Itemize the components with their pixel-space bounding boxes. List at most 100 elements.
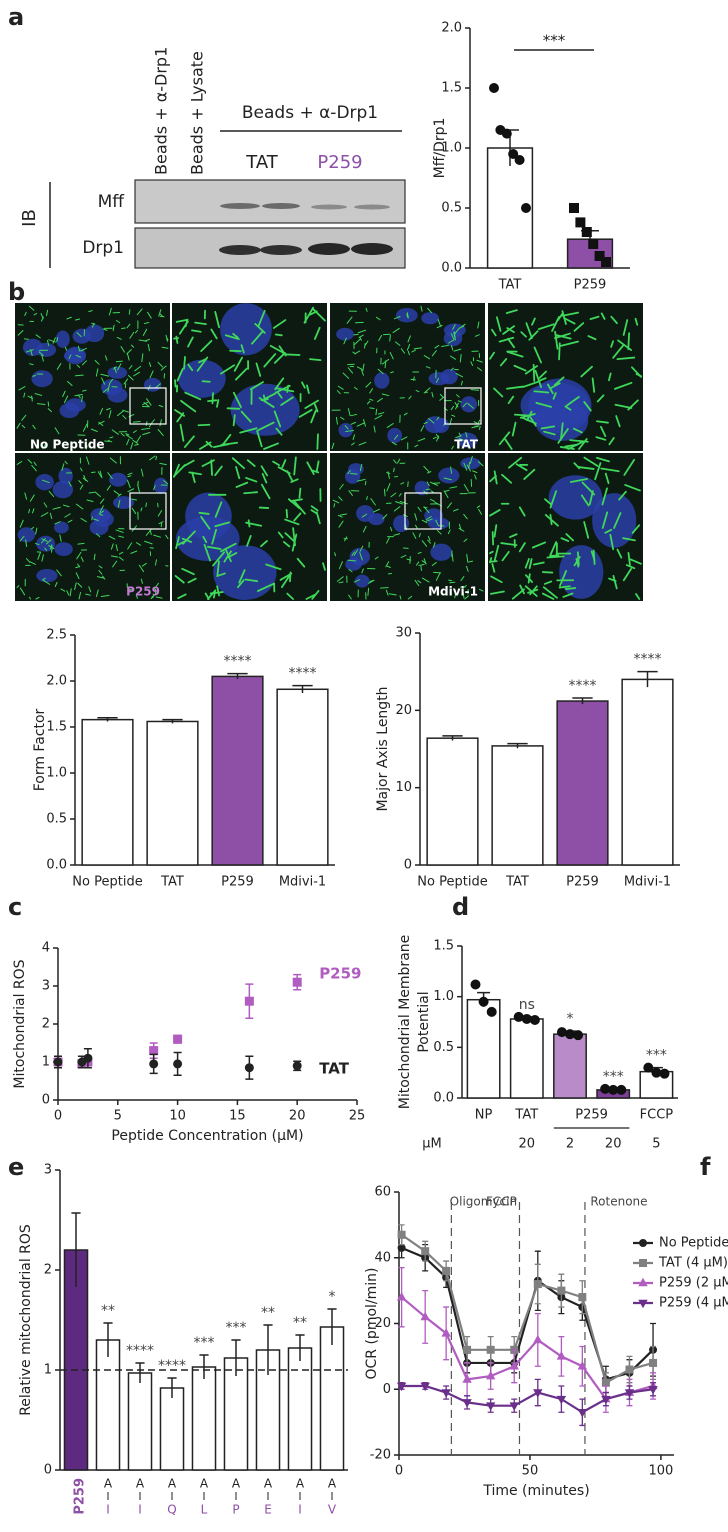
mitochondrion [24,311,27,316]
mitochondrion [338,561,343,570]
event-label: Oligomycin [450,1195,517,1209]
mitochondrion [80,517,87,523]
mitochondrion [508,456,523,469]
error-bar [327,1308,337,1345]
mitochondrion [376,397,383,403]
substitution: A [136,1477,145,1491]
marker [486,1006,497,1017]
mitochondrion [331,442,335,450]
mitochondrion [54,427,60,435]
mitochondrion [126,438,130,446]
bar [146,720,199,866]
mitochondrion [466,464,471,472]
mitochondrion [305,594,316,600]
mitochondrion [220,364,236,375]
marker [565,1029,575,1040]
mitochondrion [113,490,120,496]
mitochondrion [214,521,231,528]
mitochondrion [559,340,579,347]
mitochondrion [518,542,526,553]
mitochondrion [583,521,590,539]
mitochondrion [121,327,126,330]
mitochondrion [110,555,119,558]
x-tick-label: TAT [505,875,529,890]
mitochondrion [126,353,130,361]
marker [244,996,254,1006]
mitochondrion [361,568,364,574]
dose-label: 20 [605,1137,622,1152]
marker [486,1345,495,1354]
y-tick-label: 0 [42,1093,50,1108]
mitochondrion [463,513,468,520]
mitochondrion [86,499,94,502]
mitochondrion [120,346,125,353]
nucleus [113,496,134,509]
panel-letter: b [8,278,25,306]
mitochondrion [351,551,355,556]
x-tick-label: P259 [574,278,607,293]
mitochondrion [226,407,241,410]
mitochondrion [608,437,615,446]
mitochondrion [590,550,596,561]
mitochondrion [506,351,524,358]
mitochondrion [161,346,169,349]
mitochondrion [460,576,465,582]
mitochondrion [369,388,373,394]
mitochondrion [68,354,72,360]
marker [639,1259,647,1267]
mitochondrion [183,355,186,370]
error-bar [227,672,248,680]
mitochondrion [125,434,133,440]
mitochondrion [351,442,355,446]
mitochondrion [365,307,368,312]
mitochondrion [374,414,383,420]
mitochondrion [385,561,390,568]
mitochondrion [417,551,422,554]
mitochondrion [495,316,502,332]
mitochondrion [118,551,124,555]
marker [521,203,531,213]
side-label: IB [19,209,40,227]
mitochondrion [443,490,449,499]
mitochondrion [246,534,252,547]
mitochondrion [130,550,138,554]
mitochondrion [100,373,110,377]
mitochondrion [460,380,463,386]
mitochondrion [227,552,238,559]
marker [533,1334,543,1344]
mitochondrion [23,392,26,398]
mitochondrion [221,433,232,447]
nucleus [55,330,70,348]
x-tick-label: NP [475,1108,493,1123]
mitochondrion [616,548,623,559]
mitochondrion [41,538,48,542]
mitochondrion [60,588,66,592]
mitochondrion [541,592,555,600]
micrographs [15,303,643,601]
marker [638,1299,648,1309]
mitochondrion [273,352,286,364]
bar [287,1347,313,1471]
mitochondrion [506,385,525,390]
mitochondrion [454,592,457,599]
marker [638,1277,648,1287]
mitochondrion [146,398,152,406]
mitochondrion [547,383,554,395]
nucleus [345,469,361,484]
mitochondrion [393,533,401,536]
y-axis-label: Mff/Drp1 [432,118,448,179]
x-tick-label: Mdivi-1 [624,875,671,890]
nucleus [414,480,430,496]
mitochondrion [126,349,132,355]
mitochondrion [255,362,262,377]
mitochondrion [206,545,222,550]
mitochondrion [448,339,455,344]
mitochondrion [272,460,280,467]
mitochondrion [197,423,211,427]
mitochondrion [201,380,211,383]
mitochondrion [16,585,20,589]
mitochondrion [126,323,131,329]
mitochondrion [214,465,223,477]
nucleus [443,323,466,337]
mitochondrion [617,339,633,351]
